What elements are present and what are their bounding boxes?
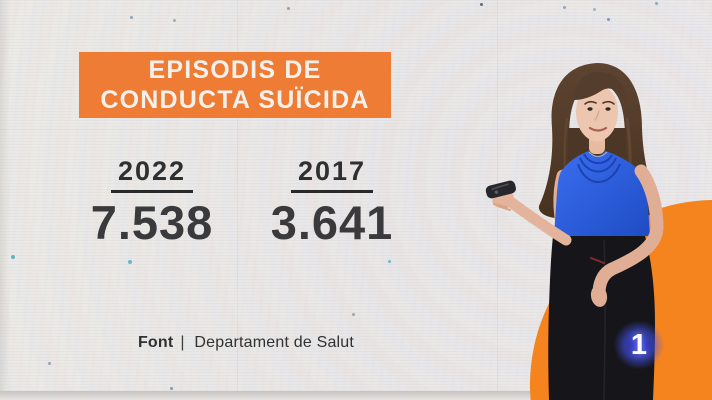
wall-speck bbox=[480, 3, 483, 6]
wall-speck bbox=[655, 2, 658, 5]
stat-year-label: 2017 bbox=[290, 156, 374, 193]
stat-column-2017: 2017 3.641 bbox=[258, 156, 406, 246]
wall-speck bbox=[593, 8, 596, 11]
wall-speck bbox=[130, 16, 133, 19]
studio-floor-line bbox=[0, 391, 712, 400]
presenter-necklace bbox=[588, 151, 608, 157]
video-wall-seam bbox=[237, 0, 238, 400]
presenter-clicker bbox=[485, 180, 516, 199]
presenter-illustration bbox=[485, 63, 664, 400]
source-text: Departament de Salut bbox=[194, 334, 355, 351]
title-line-2: CONDUCTA SUÏCIDA bbox=[100, 86, 370, 114]
presenter-arm bbox=[502, 194, 572, 246]
stat-column-2022: 2022 7.538 bbox=[84, 156, 220, 246]
wall-speck bbox=[352, 313, 355, 316]
wall-speck bbox=[287, 7, 290, 10]
wall-speck bbox=[563, 6, 566, 9]
presenter-eyebrow bbox=[584, 100, 597, 105]
stat-value: 3.641 bbox=[270, 196, 394, 249]
presenter-eyebrow bbox=[602, 100, 615, 105]
presenter-lips bbox=[588, 126, 608, 132]
presenter-bracelet bbox=[590, 257, 605, 264]
wall-speck bbox=[48, 362, 51, 365]
source-line: Font | Departament de Salut bbox=[96, 334, 396, 352]
presenter-arm bbox=[592, 164, 664, 298]
wall-speck bbox=[388, 260, 391, 263]
presenter-figure bbox=[412, 0, 712, 400]
title-line-1: EPISODIS DE bbox=[148, 56, 322, 84]
infographic-title-banner: EPISODIS DE CONDUCTA SUÏCIDA bbox=[79, 52, 391, 118]
presenter-nose bbox=[594, 110, 600, 121]
wall-speck bbox=[11, 255, 15, 259]
presenter-top bbox=[554, 151, 650, 236]
source-separator: | bbox=[180, 334, 185, 351]
wall-speck bbox=[173, 19, 176, 22]
presenter-eye bbox=[605, 107, 611, 111]
presenter-face bbox=[576, 86, 618, 142]
video-wall-seam bbox=[0, 129, 712, 130]
stat-year-label: 2022 bbox=[110, 156, 194, 193]
presenter-bangs bbox=[574, 72, 626, 103]
stat-value: 7.538 bbox=[90, 196, 214, 249]
presenter-fingers bbox=[493, 203, 511, 211]
presenter-trouser-crease bbox=[603, 239, 606, 400]
channel-logo-digit: 1 bbox=[630, 328, 648, 361]
presenter-hand bbox=[590, 285, 608, 307]
wall-speck bbox=[607, 18, 610, 21]
wall-speck bbox=[170, 387, 173, 390]
presenter-top-fold bbox=[579, 157, 617, 173]
channel-logo-la1: 1 bbox=[614, 321, 664, 369]
wall-speck bbox=[128, 260, 132, 264]
presenter-top-fold bbox=[583, 153, 613, 165]
presenter-top-fold bbox=[577, 163, 621, 183]
source-label: Font bbox=[137, 334, 174, 351]
presenter-eye bbox=[587, 107, 593, 111]
